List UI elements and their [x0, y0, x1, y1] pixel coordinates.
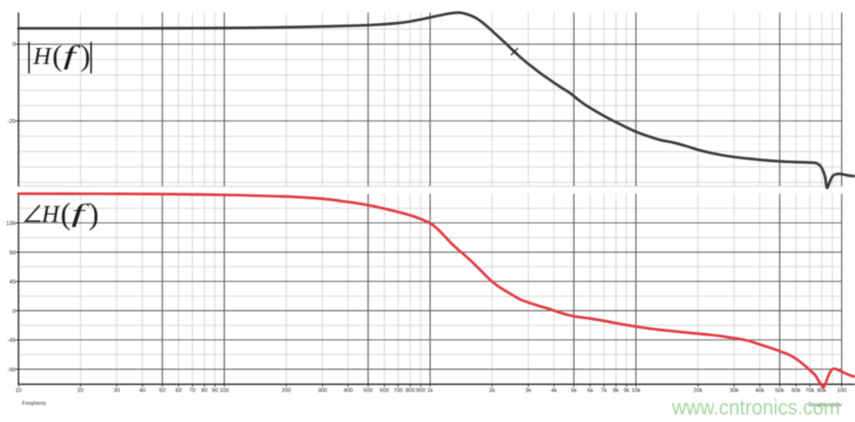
svg-text:7k: 7k	[601, 388, 607, 394]
svg-text:60k: 60k	[791, 388, 800, 394]
svg-text:30: 30	[114, 388, 120, 394]
svg-text:): )	[80, 39, 90, 72]
svg-text:60: 60	[175, 388, 181, 394]
svg-text:90: 90	[9, 250, 15, 256]
svg-text:90: 90	[212, 388, 218, 394]
svg-text:200: 200	[282, 388, 291, 394]
svg-text:1k: 1k	[427, 388, 433, 394]
svg-text:www.cntronics.com: www.cntronics.com	[671, 397, 840, 420]
svg-text:50k: 50k	[775, 388, 784, 394]
svg-text:45: 45	[9, 280, 15, 286]
svg-text:5k: 5k	[571, 388, 577, 394]
svg-text:400: 400	[344, 388, 353, 394]
svg-text:20: 20	[77, 388, 83, 394]
svg-text:2k: 2k	[489, 388, 495, 394]
svg-text:H: H	[32, 43, 52, 70]
svg-text:40k: 40k	[755, 388, 764, 394]
svg-text:135: 135	[6, 221, 15, 227]
svg-text:500: 500	[363, 388, 372, 394]
svg-text:30k: 30k	[730, 388, 739, 394]
svg-text:900: 900	[416, 388, 425, 394]
svg-text:Freq/Hertz: Freq/Hertz	[22, 401, 47, 407]
svg-text:40: 40	[139, 388, 145, 394]
svg-text:0: 0	[12, 42, 15, 48]
svg-text:80: 80	[201, 388, 207, 394]
svg-text:): )	[89, 196, 99, 231]
svg-text:4k: 4k	[551, 388, 557, 394]
svg-text:9k: 9k	[624, 388, 630, 394]
svg-text:3k: 3k	[525, 388, 531, 394]
svg-text:300: 300	[318, 388, 327, 394]
svg-text:700: 700	[394, 388, 403, 394]
svg-text:100: 100	[837, 388, 846, 394]
svg-text:-45: -45	[7, 338, 15, 344]
svg-text:-20: -20	[7, 119, 15, 125]
svg-text:70k: 70k	[805, 388, 814, 394]
svg-text:100: 100	[220, 388, 229, 394]
svg-text:8k: 8k	[613, 388, 619, 394]
svg-text:6k: 6k	[587, 388, 593, 394]
svg-text:600: 600	[380, 388, 389, 394]
svg-text:H: H	[41, 201, 61, 228]
svg-text:0: 0	[12, 309, 15, 315]
svg-text:80k: 80k	[817, 388, 826, 394]
svg-text:(: (	[52, 39, 62, 72]
svg-text:20k: 20k	[693, 388, 702, 394]
svg-text:50: 50	[159, 388, 165, 394]
svg-text:-90: -90	[7, 367, 15, 373]
svg-text:800: 800	[406, 388, 415, 394]
svg-text:Freq/Hertz/div: Freq/Hertz/div	[809, 403, 842, 409]
svg-text:10k: 10k	[631, 388, 640, 394]
svg-text:(: (	[61, 196, 71, 231]
svg-text:10: 10	[15, 388, 21, 394]
svg-text:70: 70	[189, 388, 195, 394]
